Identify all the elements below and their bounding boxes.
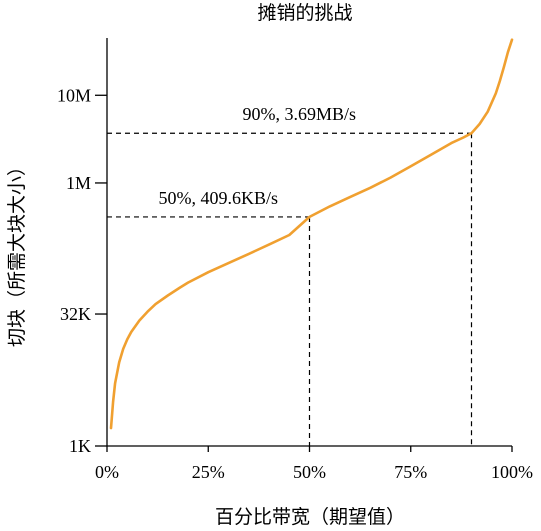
y-tick-label: 32K [60,304,91,324]
ticks-layer: 0% 25% 50% 75% 100% 1K 32K 1M 10M [57,85,533,482]
y-tick-label: 1M [66,173,91,193]
y-axis-label: 切块（所需大块大小） [6,157,28,347]
guides-layer [107,132,473,446]
x-tick-label: 75% [394,462,427,482]
x-axis-label: 百分比带宽（期望值） [215,506,405,528]
annot-layer: 50%, 409.6KB/s 90%, 3.69MB/s [158,104,356,208]
x-tick-label: 0% [95,462,119,482]
annotation-label: 90%, 3.69MB/s [242,104,356,124]
x-tick-label: 100% [491,462,533,482]
x-tick-label: 50% [293,462,326,482]
series-layer [109,38,514,430]
series-line [109,38,514,430]
annotation-label: 50%, 409.6KB/s [158,188,278,208]
x-tick-label: 25% [192,462,225,482]
y-tick-label: 10M [57,85,91,105]
chart-title: 摊销的挑战 [257,2,352,24]
y-tick-label: 1K [69,436,91,456]
